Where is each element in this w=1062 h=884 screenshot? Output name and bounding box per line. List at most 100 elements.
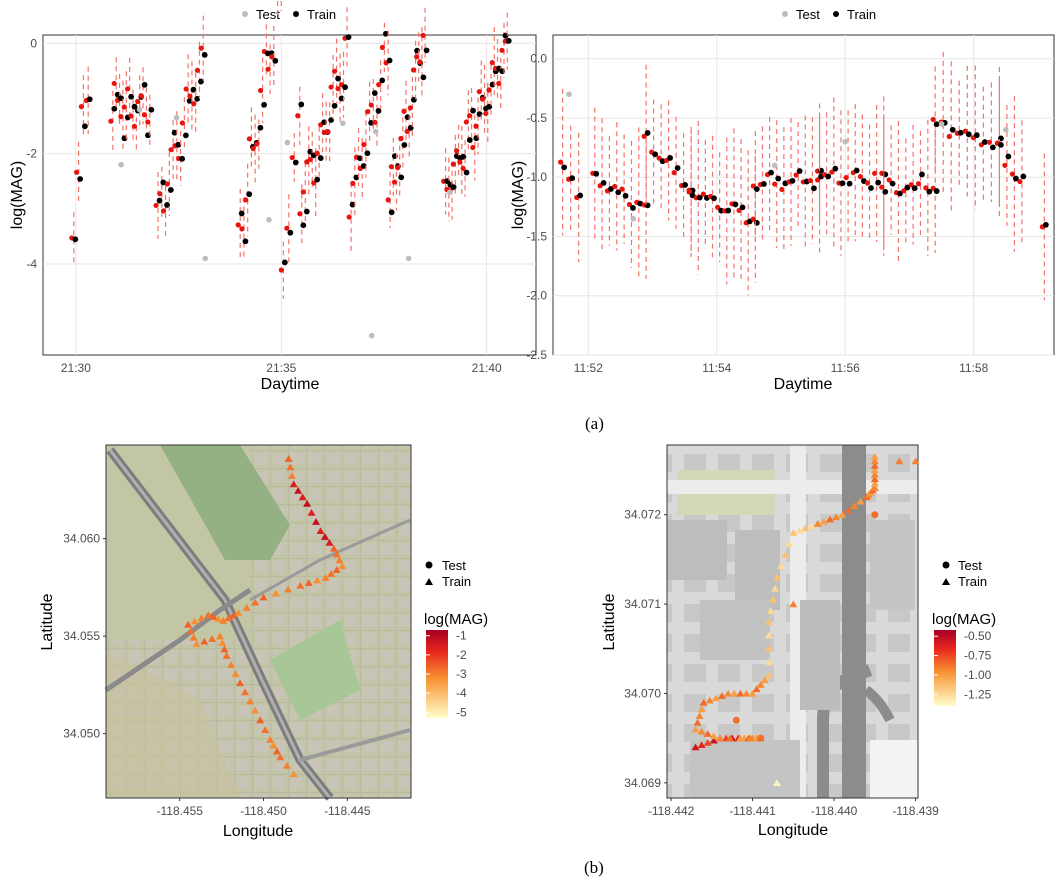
marks-1 <box>69 0 512 339</box>
prediction-point <box>187 93 193 99</box>
prediction-point <box>986 139 992 145</box>
test-point <box>340 120 346 127</box>
train-point <box>819 517 828 525</box>
train-point <box>781 551 790 559</box>
train-point <box>186 627 195 635</box>
legend-test-label: Test <box>256 7 280 22</box>
train-point <box>724 689 733 697</box>
train-point <box>577 192 584 199</box>
prediction-point <box>619 186 625 192</box>
train-point <box>561 164 568 171</box>
prediction-point <box>311 180 317 186</box>
prediction-point <box>284 225 290 231</box>
train-point <box>325 538 334 546</box>
color-legend-4: log(MAG) -0.50 -0.75 -1.00 -1.25 <box>932 611 996 706</box>
prediction-point <box>160 208 167 214</box>
train-point <box>246 697 255 705</box>
train-point <box>764 671 773 679</box>
train-point <box>703 738 712 746</box>
y-axis-label-4: Latitude <box>601 593 618 650</box>
train-point <box>846 180 853 187</box>
train-point <box>699 698 708 706</box>
train-point <box>284 585 293 593</box>
train-point <box>189 633 198 641</box>
test-point <box>871 511 879 519</box>
x-tick-label: -118.439 <box>892 804 939 818</box>
prediction-point <box>125 86 131 92</box>
tick-labels-2: 11:52 11:54 11:56 11:58 0.0 -0.5 -1.0 -1.5 -2.0 -… <box>526 52 988 375</box>
x-axis-label-4: Longitude <box>758 822 828 839</box>
train-point <box>261 101 268 108</box>
prediction-point <box>395 165 401 171</box>
prediction-point <box>901 188 907 194</box>
prediction-point <box>108 118 114 124</box>
train-point <box>401 142 408 148</box>
prediction-point <box>121 104 127 110</box>
train-point <box>375 108 382 114</box>
gridlines-2 <box>553 35 1054 356</box>
train-point <box>164 202 170 208</box>
x-tick-label: -118.450 <box>240 804 287 818</box>
prediction-point <box>243 197 249 203</box>
train-point <box>224 614 233 622</box>
prediction-point <box>463 119 469 125</box>
train-point <box>304 579 313 587</box>
train-point <box>231 670 240 678</box>
y-tick-label: -2 <box>26 147 37 161</box>
train-point <box>697 727 706 735</box>
train-point <box>904 184 911 191</box>
prediction-point <box>135 98 141 105</box>
train-point <box>466 137 473 143</box>
prediction-point <box>407 105 413 111</box>
prediction-point <box>499 47 505 53</box>
train-point <box>246 191 253 198</box>
train-point <box>256 716 265 724</box>
prediction-point <box>460 165 466 172</box>
train-point <box>870 470 879 478</box>
train-point <box>505 37 512 44</box>
prediction-point <box>923 185 929 191</box>
x-tick-label: 11:54 <box>702 361 731 375</box>
prediction-point <box>168 147 174 153</box>
train-point <box>761 181 767 187</box>
prediction-point <box>153 202 159 209</box>
prediction-point <box>388 164 394 170</box>
train-point <box>697 705 706 713</box>
train-point <box>825 515 834 523</box>
train-point <box>450 184 457 191</box>
train-point <box>739 204 746 211</box>
prediction-point <box>829 169 835 175</box>
prediction-point <box>483 110 489 117</box>
prediction-point <box>239 226 245 232</box>
prediction-point <box>686 189 692 195</box>
colorbar-tick-label: -4 <box>456 686 467 700</box>
train-point <box>353 174 360 181</box>
train-point <box>911 457 920 465</box>
train-point <box>182 132 189 139</box>
y-tick-label: 34.060 <box>63 532 100 546</box>
legend-train-marker <box>942 578 950 585</box>
train-point <box>296 581 305 589</box>
train-point <box>175 141 182 148</box>
train-point <box>327 570 336 577</box>
prediction-point <box>141 112 148 118</box>
legend-train-label: Train <box>847 7 876 22</box>
chart-1: Test Train 21:30 21:35 21:400-2-4 Daytime … <box>9 0 537 393</box>
prediction-point <box>414 54 420 60</box>
prediction-point <box>385 197 391 203</box>
prediction-point <box>183 86 189 92</box>
legend-train-label: Train <box>958 574 987 589</box>
train-point <box>766 607 775 614</box>
prediction-point <box>420 32 426 38</box>
train-point <box>388 209 395 216</box>
caption-b: (b) <box>584 858 604 877</box>
test-point <box>566 91 572 98</box>
marks-2 <box>558 51 1049 301</box>
train-point <box>989 144 996 151</box>
train-point <box>764 645 773 652</box>
x-tick-label: 11:56 <box>831 361 860 375</box>
train-point <box>131 103 138 110</box>
train-point <box>197 614 206 622</box>
test-point <box>732 716 740 724</box>
basemap-1 <box>104 445 411 801</box>
